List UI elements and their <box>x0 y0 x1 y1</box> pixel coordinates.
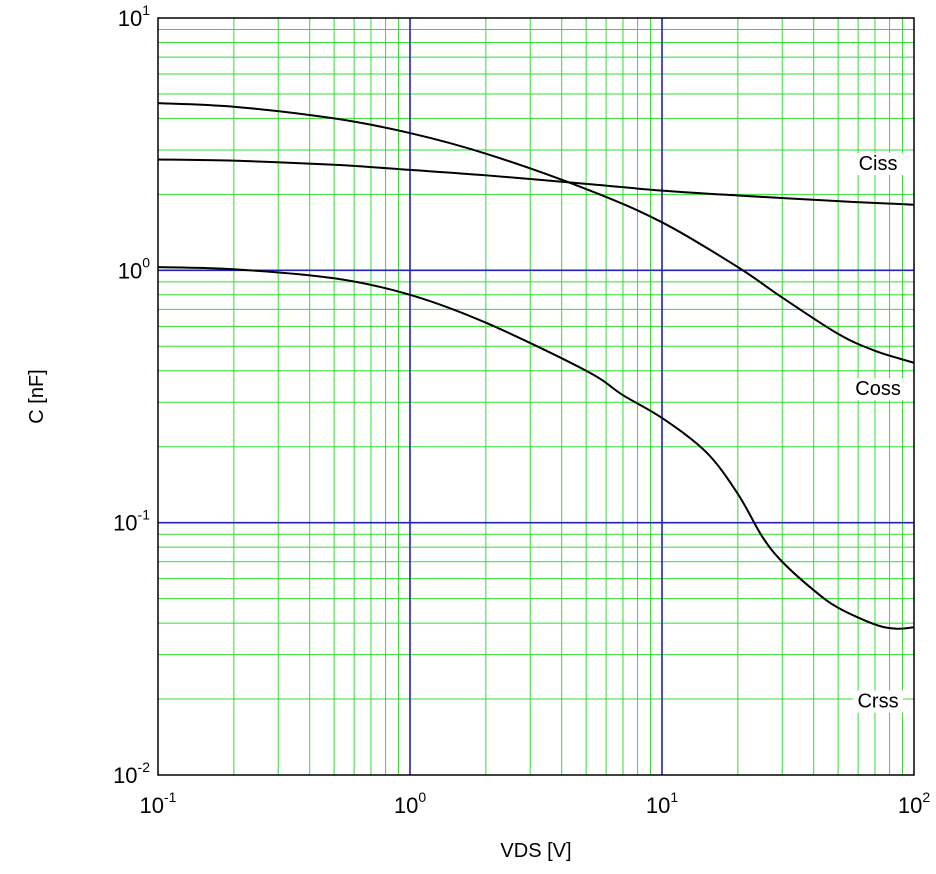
series-label-bg <box>853 378 904 401</box>
series-labels: Ciss Coss Crss <box>853 152 904 713</box>
minor-grid <box>158 18 914 775</box>
series-line-coss <box>157 102 915 364</box>
series-label-crss: Crss <box>857 691 898 713</box>
major-grid <box>158 18 914 775</box>
curves <box>157 102 915 630</box>
x-tick-label: 10-1 <box>140 789 177 818</box>
series-label-bg <box>853 690 904 713</box>
series-label-coss: Coss <box>855 378 901 400</box>
x-tick-labels: 10-1 100 101 102 <box>140 789 931 818</box>
x-tick-label: 102 <box>898 789 930 818</box>
y-tick-labels: 10-2 10-1 100 101 <box>113 2 150 788</box>
series-line-crss <box>157 266 915 630</box>
series-label-bg <box>853 152 904 175</box>
x-tick-label: 101 <box>646 789 678 818</box>
plot-frame <box>157 17 915 776</box>
y-tick-label: 100 <box>118 254 150 283</box>
y-axis-label: C [nF] <box>26 369 48 423</box>
x-tick-label: 100 <box>394 789 426 818</box>
series-label-ciss: Ciss <box>859 153 898 175</box>
y-tick-label: 101 <box>118 2 150 31</box>
y-tick-label: 10-2 <box>113 759 150 788</box>
x-axis-label: VDS [V] <box>500 840 571 862</box>
y-tick-label: 10-1 <box>113 507 150 536</box>
series-line-ciss <box>157 158 915 206</box>
